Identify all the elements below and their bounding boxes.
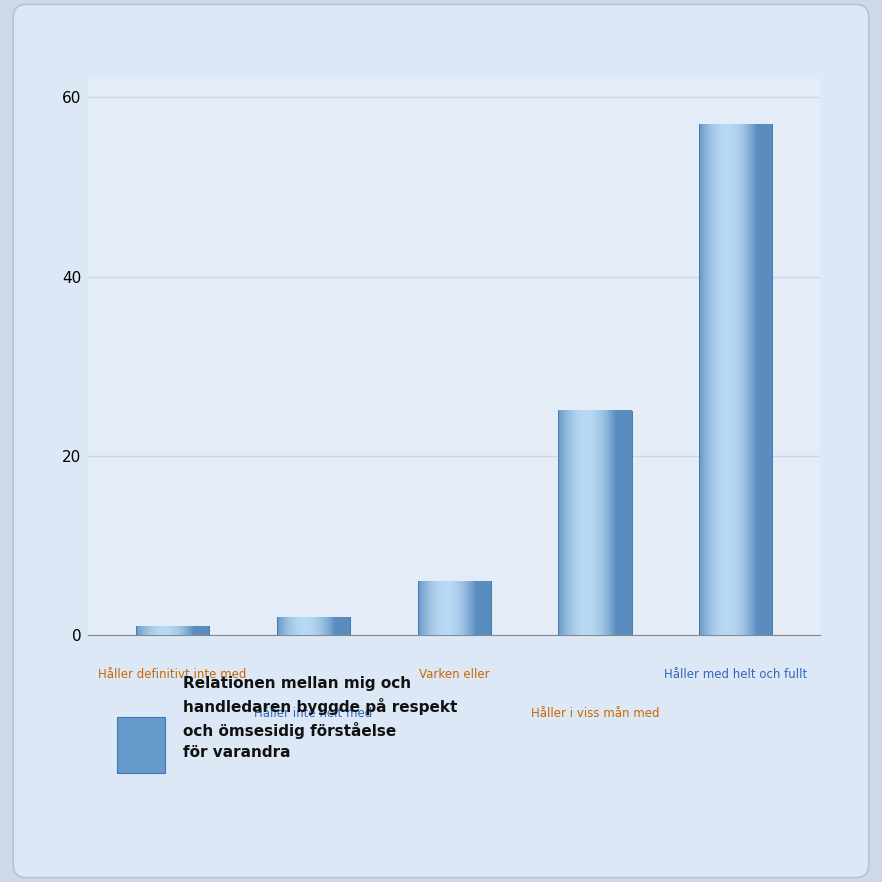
Text: Relationen mellan mig och
handledaren byggde på respekt
och ömsesidig förståelse: Relationen mellan mig och handledaren by… bbox=[183, 676, 458, 760]
Text: Varken eller: Varken eller bbox=[419, 669, 490, 682]
Bar bbox=[117, 717, 165, 773]
Text: Håller inte helt med: Håller inte helt med bbox=[254, 707, 372, 721]
Text: Håller i viss mån med: Håller i viss mån med bbox=[531, 707, 659, 721]
Text: Håller med helt och fullt: Håller med helt och fullt bbox=[664, 669, 807, 682]
FancyBboxPatch shape bbox=[13, 4, 869, 878]
Text: Håller definitivt inte med: Håller definitivt inte med bbox=[99, 669, 247, 682]
